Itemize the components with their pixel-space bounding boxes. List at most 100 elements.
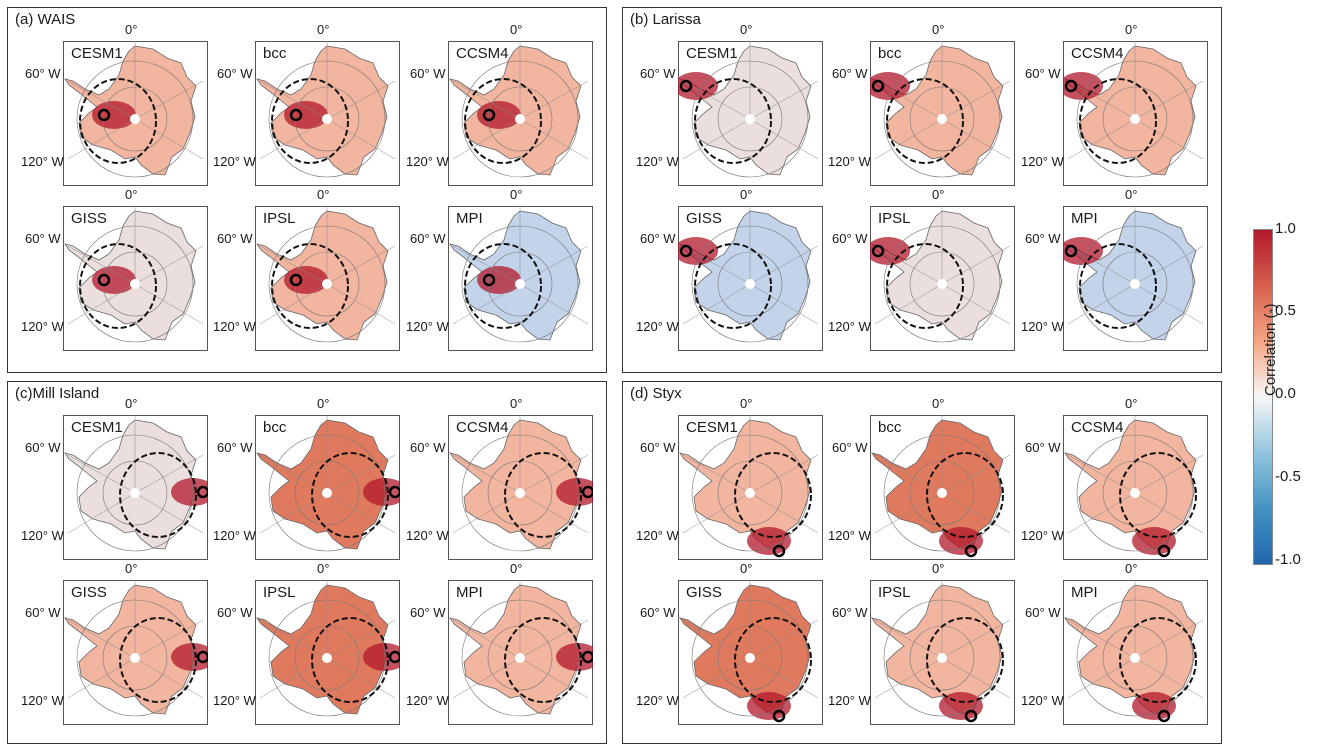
continent-fill — [449, 419, 582, 550]
ice-core-site-marker — [289, 273, 303, 287]
meridian-line — [134, 657, 204, 699]
longitude-label-0: 0° — [317, 561, 330, 576]
meridian-line — [67, 118, 136, 160]
meridian-line — [1134, 245, 1204, 285]
significance-contour — [1119, 617, 1197, 703]
correlation-hotspot — [1132, 692, 1176, 720]
map-panel: 0° 60° W 120° W GISS — [636, 187, 823, 351]
meridian-line — [1067, 619, 1136, 659]
antarctica-map — [256, 206, 396, 343]
continent-fill — [679, 419, 812, 550]
meridian-line — [452, 492, 521, 534]
pole-marker — [937, 653, 947, 663]
longitude-label-0: 0° — [740, 22, 753, 37]
correlation-hotspot — [939, 527, 983, 555]
meridian-line — [682, 619, 751, 659]
longitude-label-120w: 120° W — [636, 319, 679, 334]
pole-marker — [937, 279, 947, 289]
pole-marker — [745, 279, 755, 289]
meridian-line — [749, 657, 819, 699]
map-panel: 0° 60° W 120° W GISS — [21, 187, 208, 351]
longitude-label-60w: 60° W — [832, 605, 868, 620]
colorbar-tick: 0.5 — [1275, 302, 1296, 319]
model-name: bcc — [263, 419, 287, 436]
meridian-line — [682, 657, 751, 699]
ice-core-site-marker — [289, 108, 303, 122]
model-name: MPI — [1071, 584, 1098, 601]
longitude-label-60w: 60° W — [640, 440, 676, 455]
meridian-line — [941, 245, 1011, 285]
longitude-label-60w: 60° W — [25, 605, 61, 620]
meridian-line — [874, 283, 943, 325]
meridian-line — [259, 492, 328, 534]
longitude-label-120w: 120° W — [1021, 528, 1064, 543]
model-name: CESM1 — [71, 45, 123, 62]
map-panel: 0° 60° W 120° W bcc — [828, 396, 1015, 560]
longitude-label-120w: 120° W — [636, 528, 679, 543]
meridian-line — [519, 492, 589, 534]
longitude-label-120w: 120° W — [636, 154, 679, 169]
meridian-line — [452, 454, 521, 494]
significance-contour — [504, 617, 582, 703]
meridian-line — [682, 245, 751, 285]
ice-core-site-marker — [388, 650, 400, 664]
longitude-label-120w: 120° W — [636, 693, 679, 708]
antarctica-map — [449, 415, 593, 552]
continent-fill — [871, 419, 1004, 550]
meridian-line — [326, 454, 396, 494]
significance-contour — [886, 243, 964, 329]
significance-contour — [694, 78, 772, 164]
correlation-hotspot — [556, 478, 593, 506]
meridian-line — [1067, 80, 1136, 120]
significance-contour — [886, 78, 964, 164]
meridian-line — [1134, 118, 1204, 160]
continent-fill — [871, 45, 1004, 176]
ice-core-site-marker — [964, 544, 978, 558]
map-panel: 0° 60° W 120° W CESM1 — [636, 396, 823, 560]
colorbar-tick: -1.0 — [1275, 551, 1301, 568]
longitude-label-0: 0° — [932, 561, 945, 576]
longitude-label-120w: 120° W — [1021, 154, 1064, 169]
longitude-label-60w: 60° W — [217, 605, 253, 620]
ice-core-site-marker — [482, 108, 496, 122]
correlation-hotspot — [363, 643, 400, 671]
pole-marker — [1130, 653, 1140, 663]
continent-fill — [1064, 210, 1197, 341]
map-panel: 0° 60° W 120° W IPSL — [828, 187, 1015, 351]
ice-core-site-marker — [1064, 244, 1078, 258]
antarctica-map — [678, 206, 819, 343]
longitude-label-0: 0° — [740, 396, 753, 411]
ice-core-site-marker — [97, 273, 111, 287]
map-panel: 0° 60° W 120° W MPI — [406, 561, 593, 725]
meridian-line — [134, 80, 204, 120]
significance-contour — [119, 452, 197, 538]
meridian-line — [874, 454, 943, 494]
meridian-line — [519, 657, 589, 699]
continent-fill — [679, 584, 812, 715]
longitude-label-60w: 60° W — [217, 231, 253, 246]
map-panel: 0° 60° W 120° W CCSM4 — [1021, 396, 1208, 560]
ice-core-site-marker — [581, 650, 593, 664]
significance-contour — [271, 78, 349, 164]
pole-marker — [515, 488, 525, 498]
pole-marker — [130, 114, 140, 124]
meridian-line — [519, 118, 589, 160]
model-name: IPSL — [878, 210, 911, 227]
meridian-line — [682, 283, 751, 325]
antarctica-map — [64, 580, 208, 717]
longitude-label-120w: 120° W — [21, 319, 64, 334]
map-panel: 0° 60° W 120° W CCSM4 — [406, 396, 593, 560]
antarctica-map — [449, 41, 589, 178]
significance-contour — [694, 243, 772, 329]
ice-core-site-marker — [679, 244, 693, 258]
significance-contour — [464, 243, 542, 329]
model-name: bcc — [878, 419, 902, 436]
colorbar-tick: 0.0 — [1275, 385, 1296, 402]
map-panel: 0° 60° W 120° W bcc — [828, 22, 1015, 186]
meridian-line — [326, 492, 396, 534]
map-panel: 0° 60° W 120° W MPI — [1021, 187, 1208, 351]
meridian-line — [941, 454, 1011, 494]
antarctica-map — [64, 41, 204, 178]
map-panel: 0° 60° W 120° W MPI — [1021, 561, 1208, 725]
ice-core-site-marker — [482, 273, 496, 287]
